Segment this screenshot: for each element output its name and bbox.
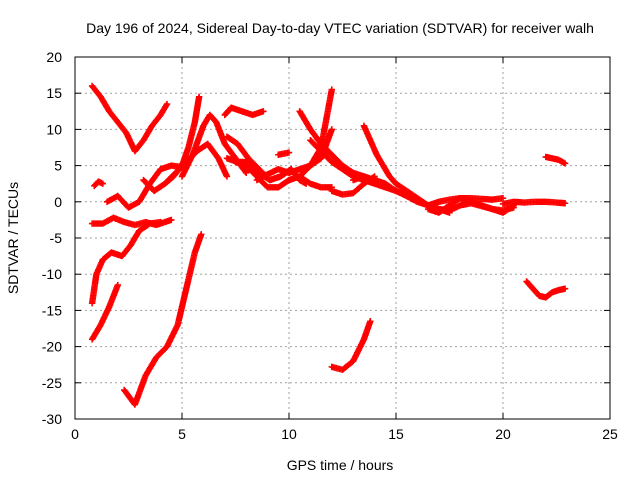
series-arc08 <box>121 231 205 408</box>
data-point <box>510 204 517 211</box>
data-point <box>223 173 231 180</box>
data-point <box>499 194 507 202</box>
y-tick-label: -10 <box>42 266 62 282</box>
series-arc26 <box>435 200 517 214</box>
data-point <box>242 168 249 175</box>
series-arc11 <box>221 104 267 119</box>
data-point <box>168 216 175 224</box>
data-point <box>285 149 293 156</box>
y-tick-label: -25 <box>42 375 62 391</box>
y-tick-label: -5 <box>50 230 63 246</box>
data-points <box>88 82 569 408</box>
y-tick-label: -15 <box>42 302 62 318</box>
y-axis-label: SDTVAR / TECUs <box>5 182 21 294</box>
series-arc05 <box>88 281 121 343</box>
data-point <box>114 281 121 289</box>
y-tick-label: 20 <box>46 49 62 65</box>
x-tick-label: 25 <box>602 426 618 442</box>
data-point <box>163 100 171 108</box>
data-point <box>157 218 164 226</box>
data-point <box>328 86 335 93</box>
y-tick-label: -20 <box>42 339 62 355</box>
y-tick-label: -30 <box>42 411 62 427</box>
data-point <box>198 231 205 238</box>
series-arc06 <box>103 162 186 211</box>
series-arc29 <box>542 153 569 167</box>
data-point <box>367 318 374 325</box>
data-point <box>561 200 569 207</box>
y-tick-label: 10 <box>46 121 62 137</box>
x-axis-label: GPS time / hours <box>287 457 394 473</box>
series-arc17 <box>285 86 335 184</box>
series-arc04 <box>88 218 164 307</box>
axis-ticks: 0 5 10 15 20 25 -30 -25 -20 -15 -10 -5 0 5 10 15 20 <box>42 49 618 442</box>
x-tick-label: 15 <box>388 426 404 442</box>
chart-title: Day 196 of 2024, Sidereal Day-to-day VTE… <box>86 20 594 36</box>
data-point <box>328 126 335 133</box>
data-point <box>561 160 569 167</box>
x-tick-label: 0 <box>71 426 79 442</box>
y-tick-label: 15 <box>46 85 62 101</box>
y-tick-label: 0 <box>54 194 62 210</box>
series-arc01 <box>88 82 171 155</box>
series-arc25 <box>424 194 507 209</box>
series-arc28 <box>523 278 569 301</box>
series-arc21 <box>328 318 374 373</box>
data-point <box>99 180 107 187</box>
x-tick-label: 5 <box>178 426 186 442</box>
x-tick-label: 20 <box>495 426 511 442</box>
x-tick-label: 10 <box>281 426 297 442</box>
data-point <box>260 108 267 115</box>
series-arc16 <box>275 149 293 158</box>
y-tick-label: 5 <box>54 158 62 174</box>
data-point <box>561 285 569 292</box>
series-arc09 <box>161 93 203 187</box>
data-point <box>243 169 250 177</box>
series-arc02 <box>91 178 107 190</box>
series-arc27 <box>499 198 569 208</box>
data-point <box>195 93 203 101</box>
